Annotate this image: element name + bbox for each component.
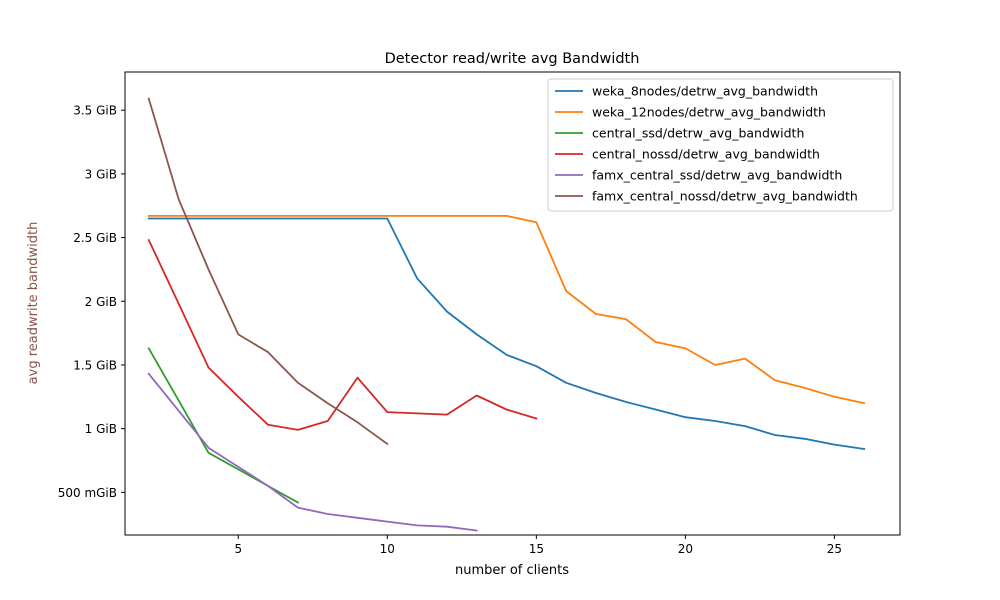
y-axis-label: avg readwrite bandwidth: [26, 222, 41, 385]
x-axis-ticks: 5 10 15 20 25: [234, 535, 842, 556]
x-tick-label: 20: [678, 542, 693, 556]
legend-entry: central_nossd/detrw_avg_bandwidth: [592, 147, 820, 162]
x-tick-label: 25: [827, 542, 842, 556]
y-tick-label: 2 GiB: [85, 295, 117, 309]
legend-entry: weka_12nodes/detrw_avg_bandwidth: [592, 105, 826, 120]
y-tick-label: 500 mGiB: [58, 486, 117, 500]
legend-box: [547, 78, 894, 212]
series-line-2: [147, 214, 866, 405]
y-tick-label: 1 GiB: [85, 422, 117, 436]
x-tick-label: 15: [529, 542, 544, 556]
x-axis-label: number of clients: [455, 563, 569, 578]
y-axis-ticks: 500 mGiB 1 GiB 1.5 GiB 2 GiB 2.5 GiB 3 GiB 3.5…: [58, 104, 125, 500]
plot-lines: [147, 97, 866, 532]
y-tick-label: 3.5 GiB: [73, 104, 117, 118]
y-tick-label: 2.5 GiB: [73, 231, 117, 245]
legend-entry: famx_central_nossd/detrw_avg_bandwidth: [592, 189, 858, 204]
y-tick-label: 1.5 GiB: [73, 358, 117, 372]
legend-entry: central_ssd/detrw_avg_bandwidth: [592, 126, 804, 141]
legend-entry: weka_8nodes/detrw_avg_bandwidth: [592, 84, 818, 99]
chart-title: Detector read/write avg Bandwidth: [385, 51, 640, 67]
plot-area-frame: [124, 71, 901, 536]
legend-entry: famx_central_ssd/detrw_avg_bandwidth: [592, 168, 842, 183]
x-tick-label: 10: [380, 542, 395, 556]
series-line-5: [147, 372, 478, 532]
y-tick-label: 3 GiB: [85, 167, 117, 181]
legend: weka_8nodes/detrw_avg_bandwidth weka_12no…: [547, 78, 894, 212]
series-line-6: [147, 97, 389, 446]
series-line-4: [147, 238, 538, 431]
x-tick-label: 5: [234, 542, 242, 556]
series-line-1: [147, 217, 866, 451]
